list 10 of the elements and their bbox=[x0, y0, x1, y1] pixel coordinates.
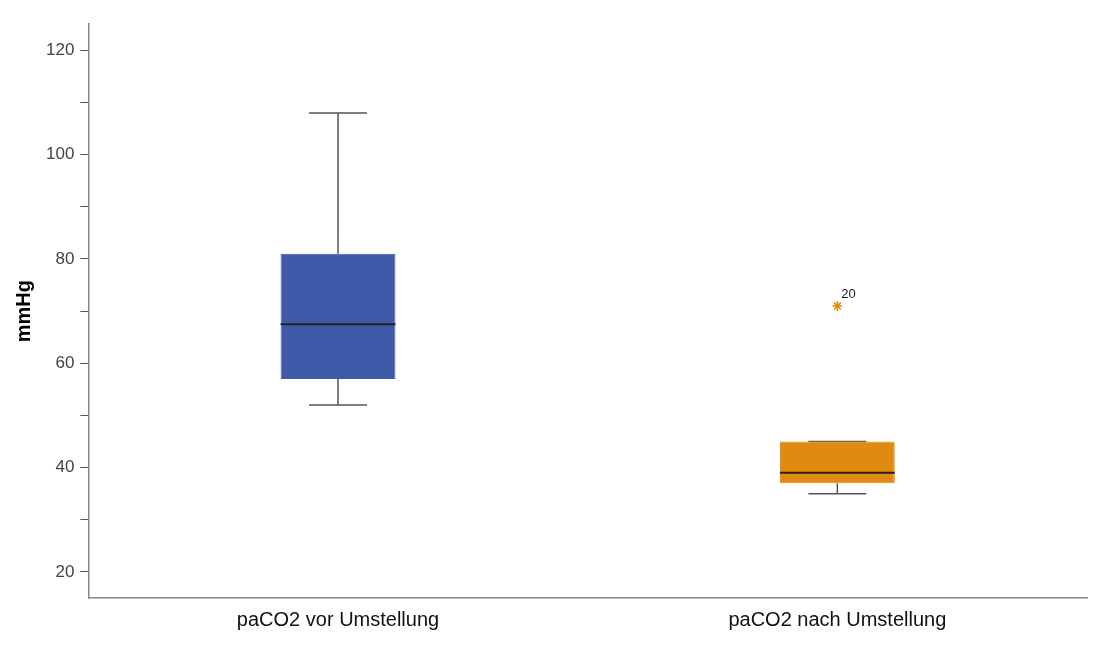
y-axis-title: mmHg bbox=[11, 279, 34, 343]
y-tick-label: 60 bbox=[55, 352, 75, 372]
y-tick-label: 80 bbox=[55, 248, 75, 268]
x-tick-label: paCO2 nach Umstellung bbox=[728, 607, 947, 630]
y-tick-label: 120 bbox=[45, 39, 75, 59]
x-tick-label: paCO2 vor Umstellung bbox=[236, 607, 440, 630]
y-tick-label: 20 bbox=[55, 561, 75, 581]
y-tick-label: 100 bbox=[45, 144, 75, 164]
y-tick-label: 40 bbox=[55, 457, 75, 477]
annotation: 20 bbox=[841, 285, 856, 301]
